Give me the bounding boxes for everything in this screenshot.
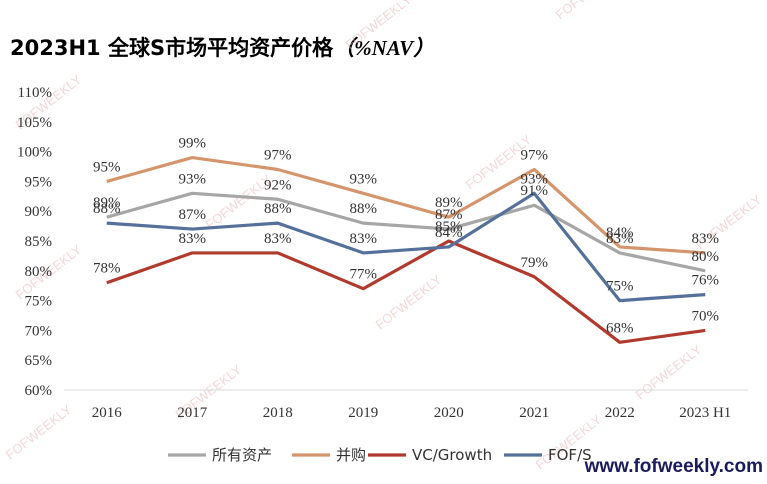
x-tick-label: 2018 bbox=[263, 405, 293, 421]
data-label: 93% bbox=[350, 171, 378, 187]
data-label: 99% bbox=[179, 136, 207, 152]
data-label: 83% bbox=[264, 231, 292, 247]
y-tick-label: 80% bbox=[25, 264, 53, 280]
y-tick-label: 110% bbox=[18, 85, 52, 101]
chart-title: 2023H1 全球S市场平均资产价格（%NAV） bbox=[10, 32, 434, 62]
data-label: 93% bbox=[179, 171, 207, 187]
data-label: 83% bbox=[606, 231, 634, 247]
data-label: 83% bbox=[179, 231, 207, 247]
data-label: 79% bbox=[521, 255, 549, 271]
y-tick-label: 105% bbox=[17, 115, 52, 131]
data-label: 83% bbox=[692, 231, 720, 247]
watermark-text: FOFWEEKLY bbox=[633, 342, 705, 403]
y-tick-label: 90% bbox=[25, 204, 53, 220]
y-axis: 60% 65% 70% 75% 80% 85% 90% 95% 100% 105% 110% bbox=[17, 85, 52, 399]
x-tick-label: 2020 bbox=[434, 405, 464, 421]
y-tick-label: 70% bbox=[25, 323, 53, 339]
legend-label: 所有资产 bbox=[212, 446, 272, 464]
data-label: 97% bbox=[264, 147, 292, 163]
data-label: 75% bbox=[606, 279, 634, 295]
series-line bbox=[106, 155, 706, 255]
data-label: 88% bbox=[350, 201, 378, 217]
data-label: 84% bbox=[435, 225, 463, 241]
data-label: 89% bbox=[435, 195, 463, 211]
data-label: 68% bbox=[606, 320, 634, 336]
data-label: 77% bbox=[350, 267, 378, 283]
data-label: 93% bbox=[521, 171, 549, 187]
x-tick-label: 2021 bbox=[519, 405, 549, 421]
y-tick-label: 60% bbox=[25, 383, 53, 399]
data-label: 76% bbox=[692, 273, 720, 289]
legend: 所有资产 并购 VC/Growth FOF/S bbox=[168, 446, 592, 464]
x-tick-label: 2017 bbox=[177, 405, 208, 421]
legend-label: 并购 bbox=[336, 446, 366, 464]
watermark-text: FOFWEEKLY bbox=[3, 402, 75, 463]
y-tick-label: 85% bbox=[25, 234, 53, 250]
data-label: 78% bbox=[93, 261, 121, 277]
y-tick-label: 75% bbox=[25, 294, 53, 310]
x-tick-label: 2019 bbox=[348, 405, 378, 421]
data-label: 95% bbox=[93, 159, 121, 175]
series-line bbox=[106, 191, 706, 303]
data-label: 97% bbox=[521, 147, 549, 163]
data-label: 87% bbox=[435, 207, 463, 223]
data-label: 87% bbox=[179, 207, 207, 223]
x-tick-label: 2023 H1 bbox=[679, 405, 731, 421]
data-label: 70% bbox=[692, 308, 720, 324]
data-label: 85% bbox=[435, 219, 463, 235]
data-label: 88% bbox=[93, 201, 121, 217]
series-line bbox=[106, 191, 706, 273]
watermark-text: FOFWEEKLY bbox=[343, 0, 415, 52]
watermark-text: FOFWEEKLY bbox=[553, 0, 625, 22]
y-tick-label: 100% bbox=[17, 145, 52, 161]
data-label: 80% bbox=[692, 249, 720, 265]
data-label: 91% bbox=[521, 183, 549, 199]
x-tick-label: 2016 bbox=[92, 405, 123, 421]
site-url: www.fofweekly.com bbox=[584, 456, 763, 477]
watermark-text: FOFWEEKLY bbox=[373, 272, 445, 333]
data-label: 89% bbox=[93, 195, 121, 211]
data-label: 84% bbox=[606, 225, 634, 241]
x-axis: 2016 2017 2018 2019 2020 2021 2022 2023 H1 bbox=[64, 389, 748, 421]
x-tick-label: 2022 bbox=[605, 405, 635, 421]
watermark-layer: FOFWEEKLY FOFWEEKLY FOFWEEKLY FOFWEEKLY FOFW… bbox=[3, 0, 765, 472]
legend-label: FOF/S bbox=[548, 446, 592, 464]
data-label: 83% bbox=[350, 231, 378, 247]
series-line bbox=[106, 239, 706, 344]
series-lines bbox=[106, 155, 706, 344]
legend-label: VC/Growth bbox=[412, 446, 492, 464]
data-label: 88% bbox=[264, 201, 292, 217]
y-tick-label: 95% bbox=[25, 174, 53, 190]
y-tick-label: 65% bbox=[25, 353, 53, 369]
chart-title-main: 2023H1 全球S市场平均资产价格 bbox=[10, 36, 334, 60]
data-label: 92% bbox=[264, 177, 292, 193]
data-labels: 89% 93% 92% 88% 87% 91% 83% 80% 95% 99% 97% 93% 89% 9… bbox=[93, 136, 719, 337]
chart-title-unit: （%NAV） bbox=[333, 36, 435, 60]
